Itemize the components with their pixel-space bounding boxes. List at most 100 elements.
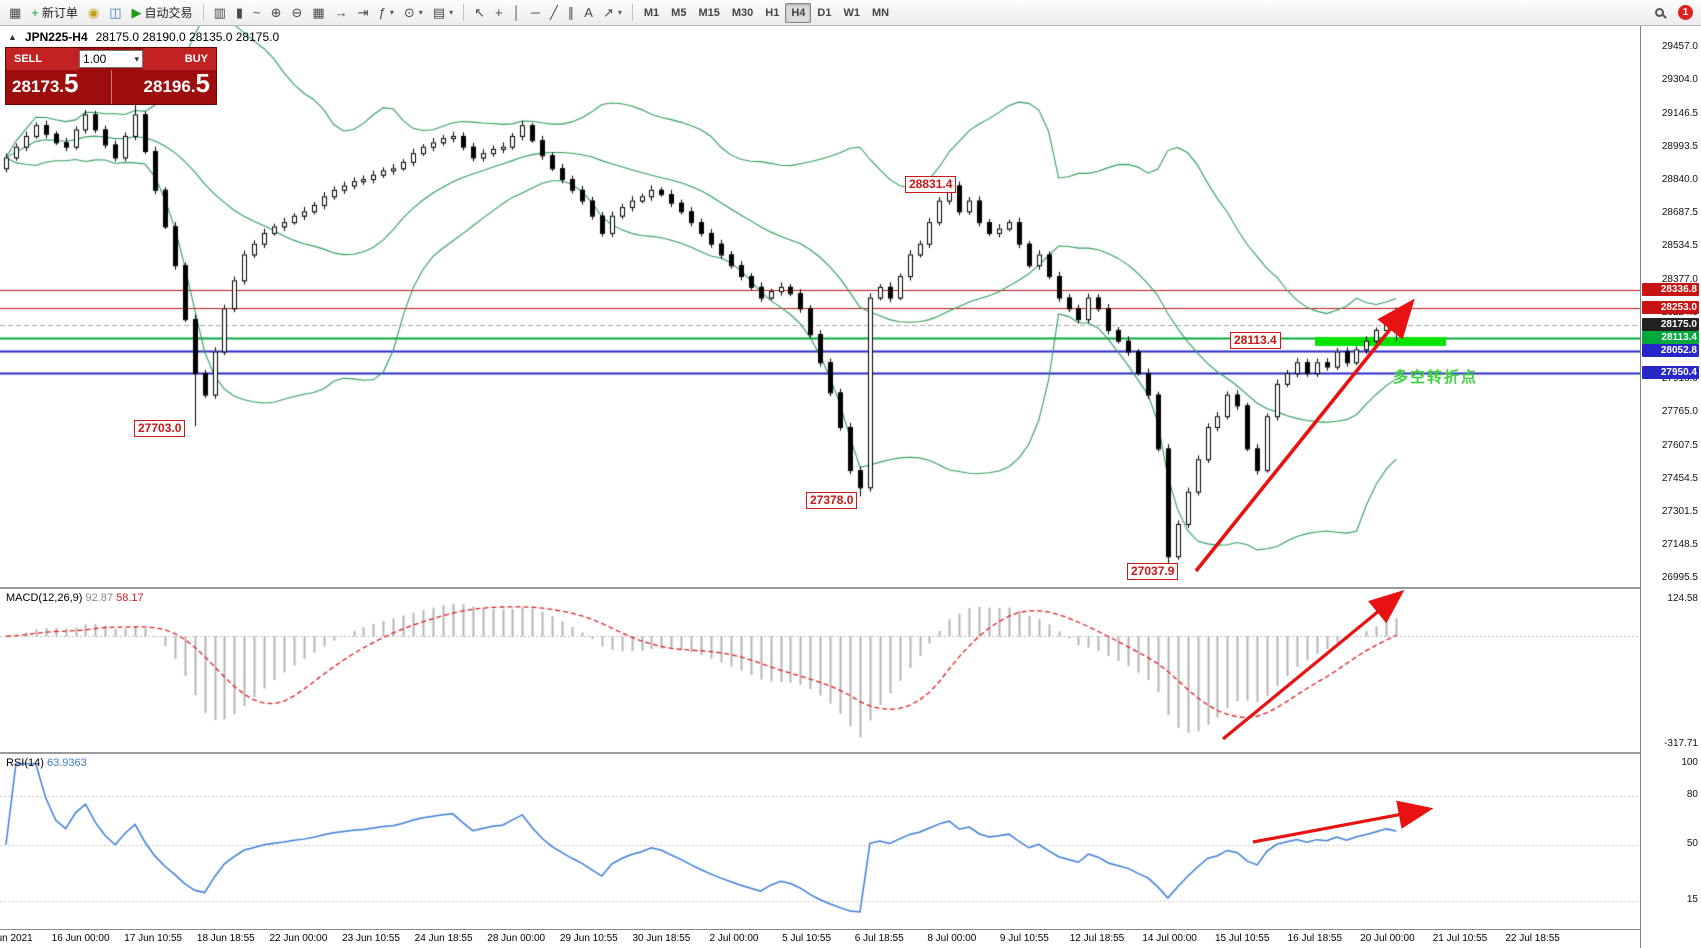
volume-caret-icon[interactable]: ▾ (134, 53, 139, 64)
tile-windows-button[interactable]: ▦ (307, 3, 329, 23)
rsi-axis-tick: 50 (1686, 837, 1698, 849)
timeframe-d1-button[interactable]: D1 (811, 3, 837, 23)
price-axis-tick: 28534.5 (1661, 240, 1698, 252)
timeframe-m30-button[interactable]: M30 (726, 3, 759, 23)
autotrading-icon: ▶ (131, 5, 142, 20)
periods-button[interactable]: ⊙ ▾ (399, 3, 428, 23)
auto-scroll-button[interactable]: → (330, 3, 353, 23)
sell-price-last-digit: 5 (64, 68, 79, 98)
time-axis-label: 17 Jun 10:55 (124, 933, 183, 944)
timeframe-m5-button[interactable]: M5 (665, 3, 692, 23)
rsi-axis-tick: 15 (1686, 894, 1698, 906)
line-chart-button[interactable]: ~ (248, 3, 266, 23)
one-click-collapse-icon[interactable]: ▲ (8, 32, 17, 42)
cursor-icon: ↖ (474, 5, 486, 20)
volume-value: 1.00 (83, 52, 107, 66)
vertical-line-button[interactable]: │ (508, 3, 526, 23)
timeframe-m1-button[interactable]: M1 (638, 3, 665, 23)
price-tag-28175.0: 28175.0 (1642, 317, 1699, 331)
rsi-axis-tick: 100 (1681, 756, 1698, 768)
timeframe-mn-button[interactable]: MN (866, 3, 895, 23)
chart-shift-button[interactable]: ⇥ (353, 3, 374, 23)
price-axis-tick: 27301.5 (1661, 505, 1698, 517)
search-button[interactable] (1650, 3, 1673, 23)
dropdown-caret-icon: ▾ (617, 8, 622, 17)
line-chart-icon: ~ (253, 5, 261, 20)
time-axis-label: 15 Jul 10:55 (1214, 933, 1270, 944)
rsi-panel-splitter[interactable] (0, 752, 1640, 754)
templates-icon: ▤ (432, 5, 446, 20)
autotrading-button[interactable]: ▶ 自动交易 (127, 3, 198, 23)
timeframe-h1-button[interactable]: H1 (759, 3, 785, 23)
price-axis-tick: 27765.0 (1661, 405, 1698, 417)
templates-button[interactable]: ▤ ▾ (428, 3, 458, 23)
equidistant-channel-button[interactable]: ∥ (563, 3, 580, 23)
toolbar-separator (463, 4, 465, 21)
volume-input[interactable]: 1.00 ▾ (79, 50, 143, 68)
cursor-button[interactable]: ↖ (469, 3, 490, 23)
time-axis-label: 4 Jun 2021 (0, 933, 33, 944)
data-window-button[interactable]: ◫ (104, 3, 126, 23)
time-axis[interactable]: 4 Jun 2021 16 Jun 00:00 17 Jun 10:55 18 Jun… (0, 929, 1640, 948)
buy-price-main: 28196. (143, 77, 196, 96)
notification-badge[interactable]: 1 (1678, 5, 1693, 20)
search-icon (1655, 8, 1664, 17)
sell-button[interactable]: SELL (6, 48, 79, 70)
rsi-label: RSI(14) 63.9363 (6, 757, 87, 769)
sell-price-main: 28173. (12, 77, 64, 96)
horizontal-line-button[interactable]: ─ (526, 3, 545, 23)
time-axis-label: 5 Jul 10:55 (782, 933, 832, 944)
new-chart-button[interactable]: ▦ (4, 3, 26, 23)
new-order-icon: + (31, 5, 39, 20)
crosshair-button[interactable]: + (490, 3, 508, 23)
trendline-icon: ╱ (549, 5, 558, 20)
chart-shift-icon: ⇥ (357, 5, 369, 20)
bar-chart-icon: ▥ (213, 5, 226, 20)
arrows-object-button[interactable]: ↗ ▾ (598, 3, 627, 23)
bar-chart-button[interactable]: ▥ (209, 3, 231, 23)
price-tag-28253.0: 28253.0 (1642, 300, 1699, 314)
timeframe-m15-button[interactable]: M15 (692, 3, 725, 23)
macd-params: MACD(12,26,9) (6, 592, 83, 604)
macd-axis-min: -317.71 (1664, 738, 1698, 749)
main-chart-canvas[interactable] (0, 26, 1640, 587)
price-axis-tick: 28377.0 (1661, 274, 1698, 286)
price-axis-tick: 29304.0 (1661, 74, 1698, 86)
toolbar: ▦ + 新订单 ◉ ◫ ▶ 自动交易 ▥ ▮ ~ ⊕ ⊖ ▦ → ⇥ ƒ ▾ ⊙ ▾ ▤ ▾ ↖ + │ ─ ╱ ∥ A ↗ ▾ M1 M5 M… (0, 0, 1701, 26)
timeframe-h4-button[interactable]: H4 (785, 2, 812, 23)
buy-price[interactable]: 28196. 5 (112, 70, 217, 104)
zoom-out-button[interactable]: ⊖ (287, 3, 308, 23)
tile-windows-icon: ▦ (312, 5, 325, 20)
market-watch-button[interactable]: ◉ (83, 3, 104, 23)
price-tag-28113.4: 28113.4 (1642, 330, 1699, 344)
price-axis[interactable]: 29457.0 29304.0 29146.5 28993.5 28840.0 28687… (1640, 26, 1701, 948)
macd-label: MACD(12,26,9) 92.87 58.17 (6, 592, 144, 604)
rsi-indicator-canvas[interactable] (0, 754, 1640, 929)
toolbar-groups: ▦ + 新订单 ◉ ◫ ▶ 自动交易 ▥ ▮ ~ ⊕ ⊖ ▦ → ⇥ ƒ ▾ ⊙ ▾ ▤ ▾ ↖ + │ ─ ╱ ∥ A ↗ ▾ M1 M5 M… (4, 0, 895, 25)
timeframe-d1-button-label: D1 (817, 6, 832, 19)
indicators-button[interactable]: ƒ ▾ (374, 3, 399, 23)
time-axis-label: 22 Jun 00:00 (269, 933, 328, 944)
time-axis-label: 24 Jun 18:55 (414, 933, 473, 944)
sell-price[interactable]: 28173. 5 (6, 70, 112, 104)
macd-panel-splitter[interactable] (0, 587, 1640, 589)
zoom-in-button[interactable]: ⊕ (266, 3, 287, 23)
candlestick-chart-button[interactable]: ▮ (231, 3, 248, 23)
time-axis-label: 16 Jun 00:00 (51, 933, 110, 944)
buy-button[interactable]: BUY (143, 48, 216, 70)
text-button[interactable]: A (579, 3, 598, 23)
dropdown-caret-icon: ▾ (389, 8, 394, 17)
timeframe-mn-button-label: MN (871, 6, 890, 19)
one-click-trading-panel: SELL 1.00 ▾ BUY 28173. 5 28196. 5 (5, 47, 217, 105)
timeframe-w1-button[interactable]: W1 (837, 3, 866, 23)
trendline-button[interactable]: ╱ (545, 3, 563, 23)
chart-symbol-info: ▲ JPN225-H4 28175.0 28190.0 28135.0 2817… (8, 30, 279, 44)
macd-indicator-canvas[interactable] (0, 589, 1640, 752)
time-axis-label: 2 Jul 00:00 (709, 933, 759, 944)
price-axis-tick: 29457.0 (1661, 41, 1698, 53)
timeframe-m30-button-label: M30 (731, 6, 754, 19)
zoom-out-icon: ⊖ (291, 5, 303, 20)
new-order-button[interactable]: + 新订单 (26, 3, 83, 23)
price-tag-27950.4: 27950.4 (1642, 365, 1699, 379)
